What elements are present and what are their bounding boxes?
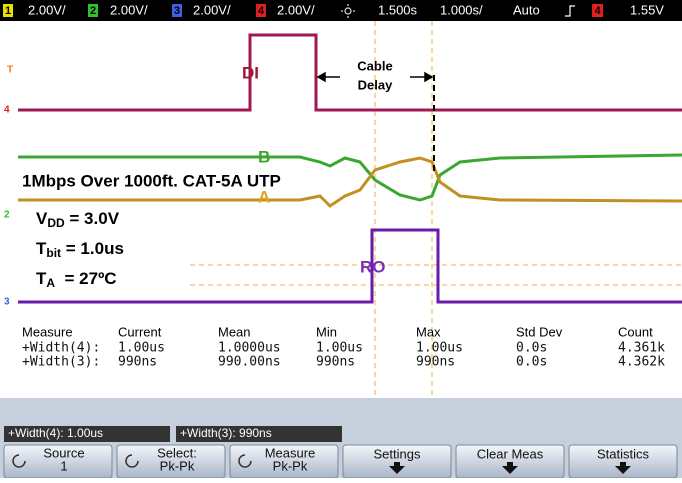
meas-header: Std Dev (516, 324, 563, 339)
label-b: B (258, 147, 270, 166)
delay: 1.500s (378, 2, 418, 17)
meas-cell: 990ns (416, 355, 455, 370)
trigger-level: 1.55V (630, 2, 664, 17)
trace-b (18, 153, 682, 202)
softkey-label: Pk-Pk (273, 458, 308, 473)
meas-cell: 0.0s (516, 341, 547, 356)
trigger-badge (592, 4, 603, 17)
meas-cell: 1.0000us (218, 341, 281, 356)
waveform-area (0, 21, 682, 321)
ch1-num: 1 (5, 5, 11, 17)
meas-cell: 1.00us (316, 341, 363, 356)
meas-cell: 0.0s (516, 355, 547, 370)
meas-cell: 990ns (316, 355, 355, 370)
timebase: 1.000s/ (440, 2, 483, 17)
label-di: DI (242, 63, 259, 82)
marker-ch4: 4 (4, 105, 10, 116)
tab (4, 426, 170, 442)
label-a: A (258, 187, 270, 206)
trigger-source: 4 (594, 5, 601, 17)
softkey-label: 1 (60, 458, 67, 473)
softkey-label: Select: (157, 445, 197, 460)
meas-header: Max (416, 324, 441, 339)
meas-cell: +Width(3): (22, 355, 100, 370)
cursors (190, 21, 682, 420)
ch3-num: 3 (174, 5, 180, 17)
meas-header: Mean (218, 324, 251, 339)
meas-cell: 4.362k (618, 355, 665, 370)
delay-arrows (316, 71, 434, 83)
ch1-scale: 2.00V/ (28, 2, 66, 17)
label-ro: RO (360, 257, 386, 276)
trigger-mode: Auto (513, 2, 540, 17)
tab (176, 426, 342, 442)
vdd: VDD = 3.0V (36, 209, 120, 230)
down-arrow (615, 462, 631, 474)
meas-header: Min (316, 324, 337, 339)
sun-icon (341, 4, 355, 18)
softkey-label: Source (43, 445, 84, 460)
ch4-scale: 2.00V/ (277, 2, 315, 17)
knob-icon (125, 454, 139, 468)
meas-cell: 4.361k (618, 341, 665, 356)
tbit: Tbit = 1.0us (36, 239, 124, 260)
ch3-badge (172, 4, 182, 17)
meas-cell: 990ns (118, 355, 157, 370)
marker-ch3: 3 (4, 297, 10, 308)
ch3-scale: 2.00V/ (193, 2, 231, 17)
meas-header: Count (618, 324, 653, 339)
down-arrow (502, 462, 518, 474)
knob-icon (238, 454, 252, 468)
ch2-num: 2 (90, 5, 96, 17)
tab-text: +Width(3): 990ns (180, 426, 272, 440)
trace-a (18, 156, 682, 208)
softkey-label: Measure (265, 445, 316, 460)
ch4-badge (256, 4, 266, 17)
softkey-label: Statistics (597, 446, 650, 461)
meas-header: Measure (22, 324, 73, 339)
down-arrow (389, 462, 405, 474)
ta: TA = 27ºC (36, 269, 117, 290)
meas-cell: 990.00ns (218, 355, 281, 370)
softkey-label: Clear Meas (477, 446, 544, 461)
ch1-badge (3, 4, 13, 17)
label-cable: Cable (357, 58, 392, 73)
headline: 1Mbps Over 1000ft. CAT-5A UTP (22, 171, 281, 190)
tab-text: +Width(4): 1.00us (8, 426, 103, 440)
edge-icon (565, 5, 575, 17)
label-delay: Delay (358, 77, 393, 92)
knob-icon (12, 454, 26, 468)
trace-di (18, 33, 682, 112)
ch4-num: 4 (258, 5, 265, 17)
trace-ro (18, 228, 682, 304)
meas-cell: +Width(4): (22, 341, 100, 356)
meas-header: Current (118, 324, 162, 339)
softkey-label: Settings (374, 446, 421, 461)
marker-ch2: 2 (4, 210, 10, 221)
softkey-label: Pk-Pk (160, 458, 195, 473)
meas-cell: 1.00us (416, 341, 463, 356)
ch2-scale: 2.00V/ (110, 2, 148, 17)
marker-trigger: T (7, 65, 13, 76)
measurement-table: Measure Current Mean Min Max Std Dev Count +Wid… (22, 324, 665, 369)
ch2-badge (88, 4, 98, 17)
meas-cell: 1.00us (118, 341, 165, 356)
